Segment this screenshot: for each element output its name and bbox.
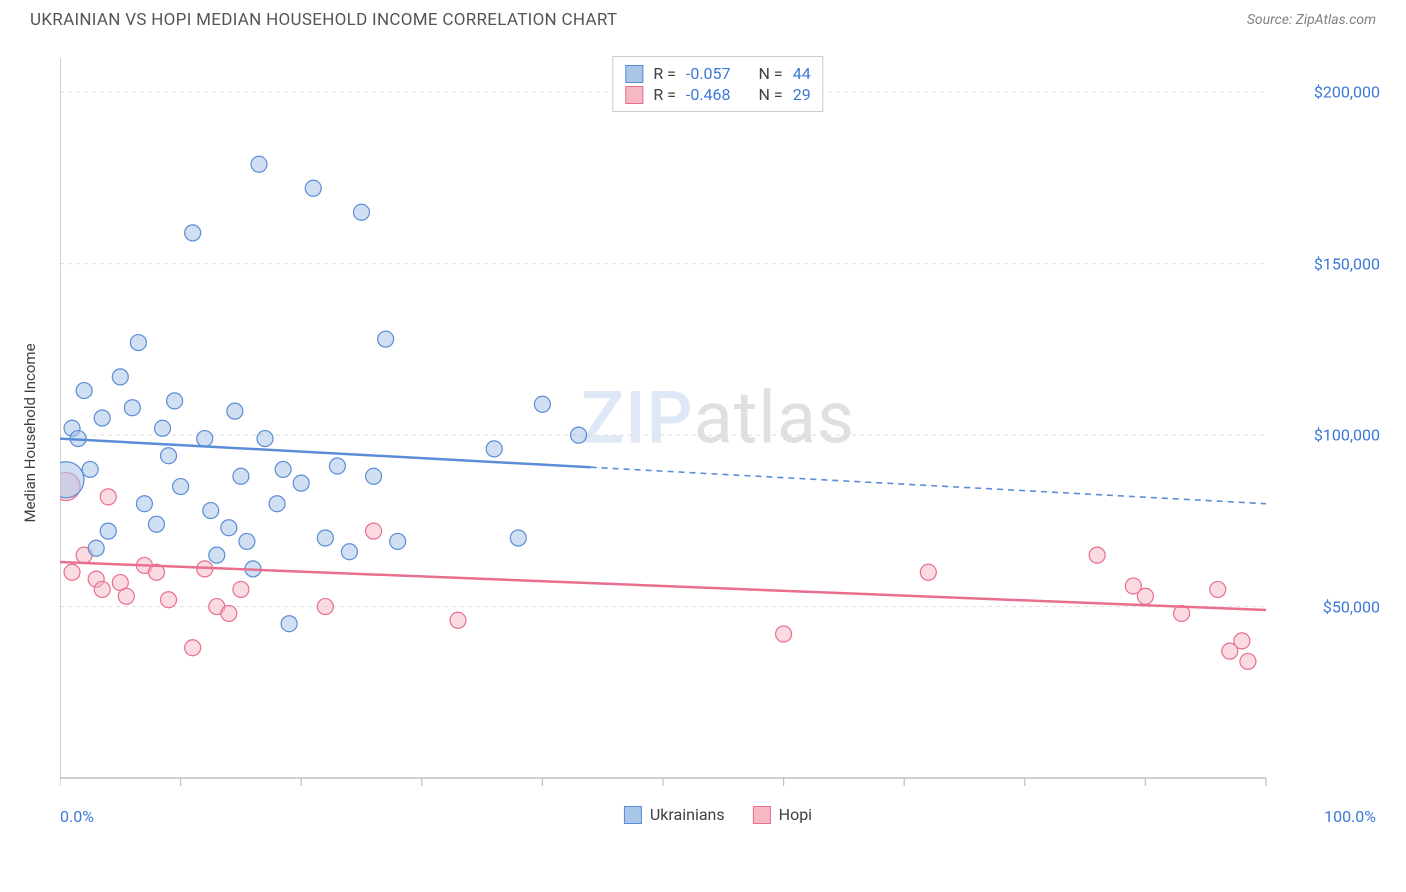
data-point-ukrainians [239, 533, 255, 549]
data-point-hopi [1234, 633, 1250, 649]
legend-label: Ukrainians [650, 805, 725, 824]
y-tick-label: $200,000 [1314, 83, 1380, 102]
data-point-hopi [221, 605, 237, 621]
data-point-ukrainians [251, 156, 267, 172]
data-point-ukrainians [281, 616, 297, 632]
stats-legend: R = -0.057 N = 44 R = -0.468 N = 29 [612, 56, 823, 112]
stat-n-value: 44 [793, 64, 811, 83]
data-point-hopi [1089, 547, 1105, 563]
data-point-ukrainians [486, 441, 502, 457]
data-point-hopi [920, 564, 936, 580]
x-axis-min-label: 0.0% [60, 807, 94, 826]
data-point-hopi [366, 523, 382, 539]
data-point-ukrainians [571, 427, 587, 443]
data-point-ukrainians [293, 475, 309, 491]
data-point-hopi [233, 581, 249, 597]
data-point-hopi [776, 626, 792, 642]
y-axis-label: Median Household Income [21, 343, 39, 522]
data-point-hopi [100, 489, 116, 505]
data-point-ukrainians [94, 410, 110, 426]
legend-item: Ukrainians [624, 805, 725, 824]
scatter-plot [60, 48, 1376, 818]
y-tick-label: $50,000 [1323, 597, 1380, 616]
data-point-ukrainians [366, 468, 382, 484]
stat-n-value: 29 [793, 85, 811, 104]
data-point-ukrainians [60, 462, 84, 498]
legend-swatch [625, 65, 643, 83]
data-point-ukrainians [155, 420, 171, 436]
data-point-ukrainians [510, 530, 526, 546]
legend-label: Hopi [779, 805, 812, 824]
data-point-ukrainians [317, 530, 333, 546]
data-point-ukrainians [136, 496, 152, 512]
data-point-ukrainians [100, 523, 116, 539]
data-point-ukrainians [161, 448, 177, 464]
data-point-ukrainians [233, 468, 249, 484]
data-point-ukrainians [341, 544, 357, 560]
data-point-ukrainians [76, 383, 92, 399]
stat-r-value: -0.057 [686, 64, 731, 83]
data-point-hopi [64, 564, 80, 580]
legend-swatch [753, 806, 771, 824]
stat-r-value: -0.468 [686, 85, 731, 104]
chart-area: Median Household Income ZIPatlas R = -0.… [60, 48, 1376, 818]
data-point-ukrainians [124, 400, 140, 416]
data-point-hopi [185, 640, 201, 656]
data-point-ukrainians [209, 547, 225, 563]
data-point-ukrainians [257, 431, 273, 447]
data-point-hopi [161, 592, 177, 608]
legend-item: Hopi [753, 805, 812, 824]
data-point-ukrainians [167, 393, 183, 409]
data-point-ukrainians [130, 335, 146, 351]
stat-n-label: N = [759, 85, 783, 104]
data-point-hopi [1210, 581, 1226, 597]
data-point-ukrainians [390, 533, 406, 549]
y-tick-label: $100,000 [1314, 426, 1380, 445]
data-point-hopi [450, 612, 466, 628]
chart-title: UKRAINIAN VS HOPI MEDIAN HOUSEHOLD INCOM… [30, 10, 617, 30]
stat-r-label: R = [653, 85, 676, 104]
trend-line-ukrainians-dashed [591, 467, 1266, 503]
data-point-hopi [317, 599, 333, 615]
data-point-ukrainians [534, 396, 550, 412]
x-axis-max-label: 100.0% [1324, 807, 1376, 826]
source-label: Source: ZipAtlas.com [1247, 12, 1376, 28]
legend-swatch [625, 86, 643, 104]
data-point-ukrainians [378, 331, 394, 347]
data-point-ukrainians [173, 479, 189, 495]
data-point-ukrainians [197, 431, 213, 447]
data-point-ukrainians [269, 496, 285, 512]
data-point-ukrainians [185, 225, 201, 241]
data-point-ukrainians [305, 180, 321, 196]
data-point-ukrainians [82, 461, 98, 477]
data-point-ukrainians [354, 204, 370, 220]
stat-r-label: R = [653, 64, 676, 83]
y-tick-label: $150,000 [1314, 254, 1380, 273]
data-point-ukrainians [148, 516, 164, 532]
data-point-ukrainians [112, 369, 128, 385]
stats-row: R = -0.468 N = 29 [625, 84, 810, 105]
trend-line-ukrainians [60, 439, 591, 468]
stats-row: R = -0.057 N = 44 [625, 63, 810, 84]
data-point-hopi [1240, 653, 1256, 669]
data-point-ukrainians [88, 540, 104, 556]
data-point-hopi [118, 588, 134, 604]
header: UKRAINIAN VS HOPI MEDIAN HOUSEHOLD INCOM… [0, 0, 1406, 38]
data-point-hopi [1137, 588, 1153, 604]
legend-swatch [624, 806, 642, 824]
stat-n-label: N = [759, 64, 783, 83]
data-point-ukrainians [227, 403, 243, 419]
data-point-hopi [94, 581, 110, 597]
data-point-ukrainians [203, 503, 219, 519]
data-point-ukrainians [221, 520, 237, 536]
data-point-ukrainians [329, 458, 345, 474]
series-legend: Ukrainians Hopi [624, 805, 812, 824]
data-point-ukrainians [275, 461, 291, 477]
